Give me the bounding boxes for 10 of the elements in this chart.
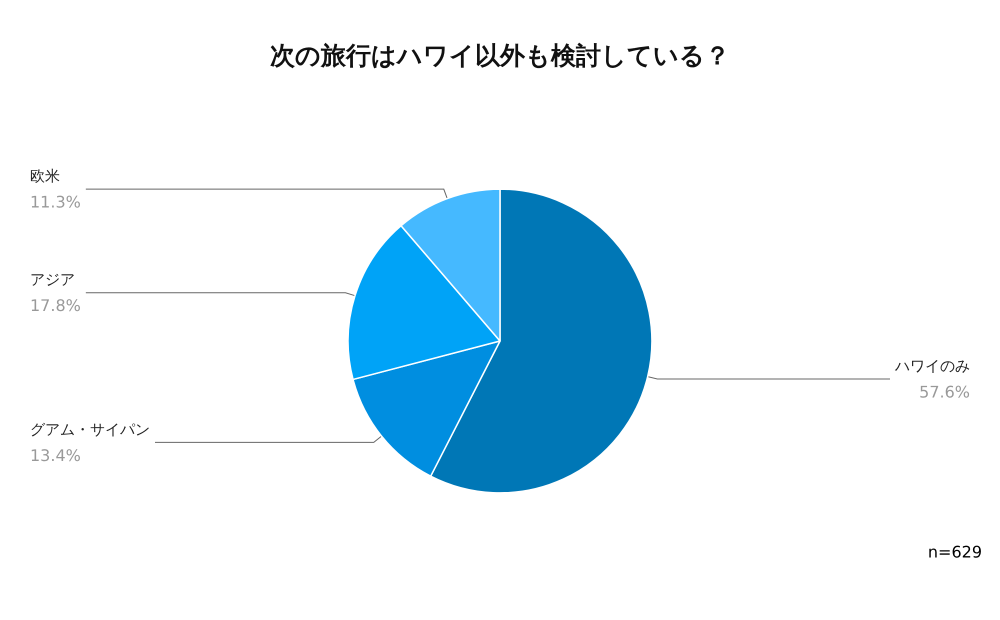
data-label: 57.6% <box>919 382 970 402</box>
chart-title: 次の旅行はハワイ以外も検討している？ <box>270 41 730 70</box>
text: n=629 <box>928 542 982 562</box>
data-label: 17.8% <box>30 296 81 316</box>
slice-label: アジア <box>30 270 75 289</box>
slice-label: ハワイのみ <box>894 357 970 376</box>
slice-label: 欧米 <box>30 167 60 186</box>
slice-label: グアム・サイパン <box>30 420 150 438</box>
data-label: 11.3% <box>30 192 81 212</box>
data-label: 13.4% <box>30 446 81 465</box>
